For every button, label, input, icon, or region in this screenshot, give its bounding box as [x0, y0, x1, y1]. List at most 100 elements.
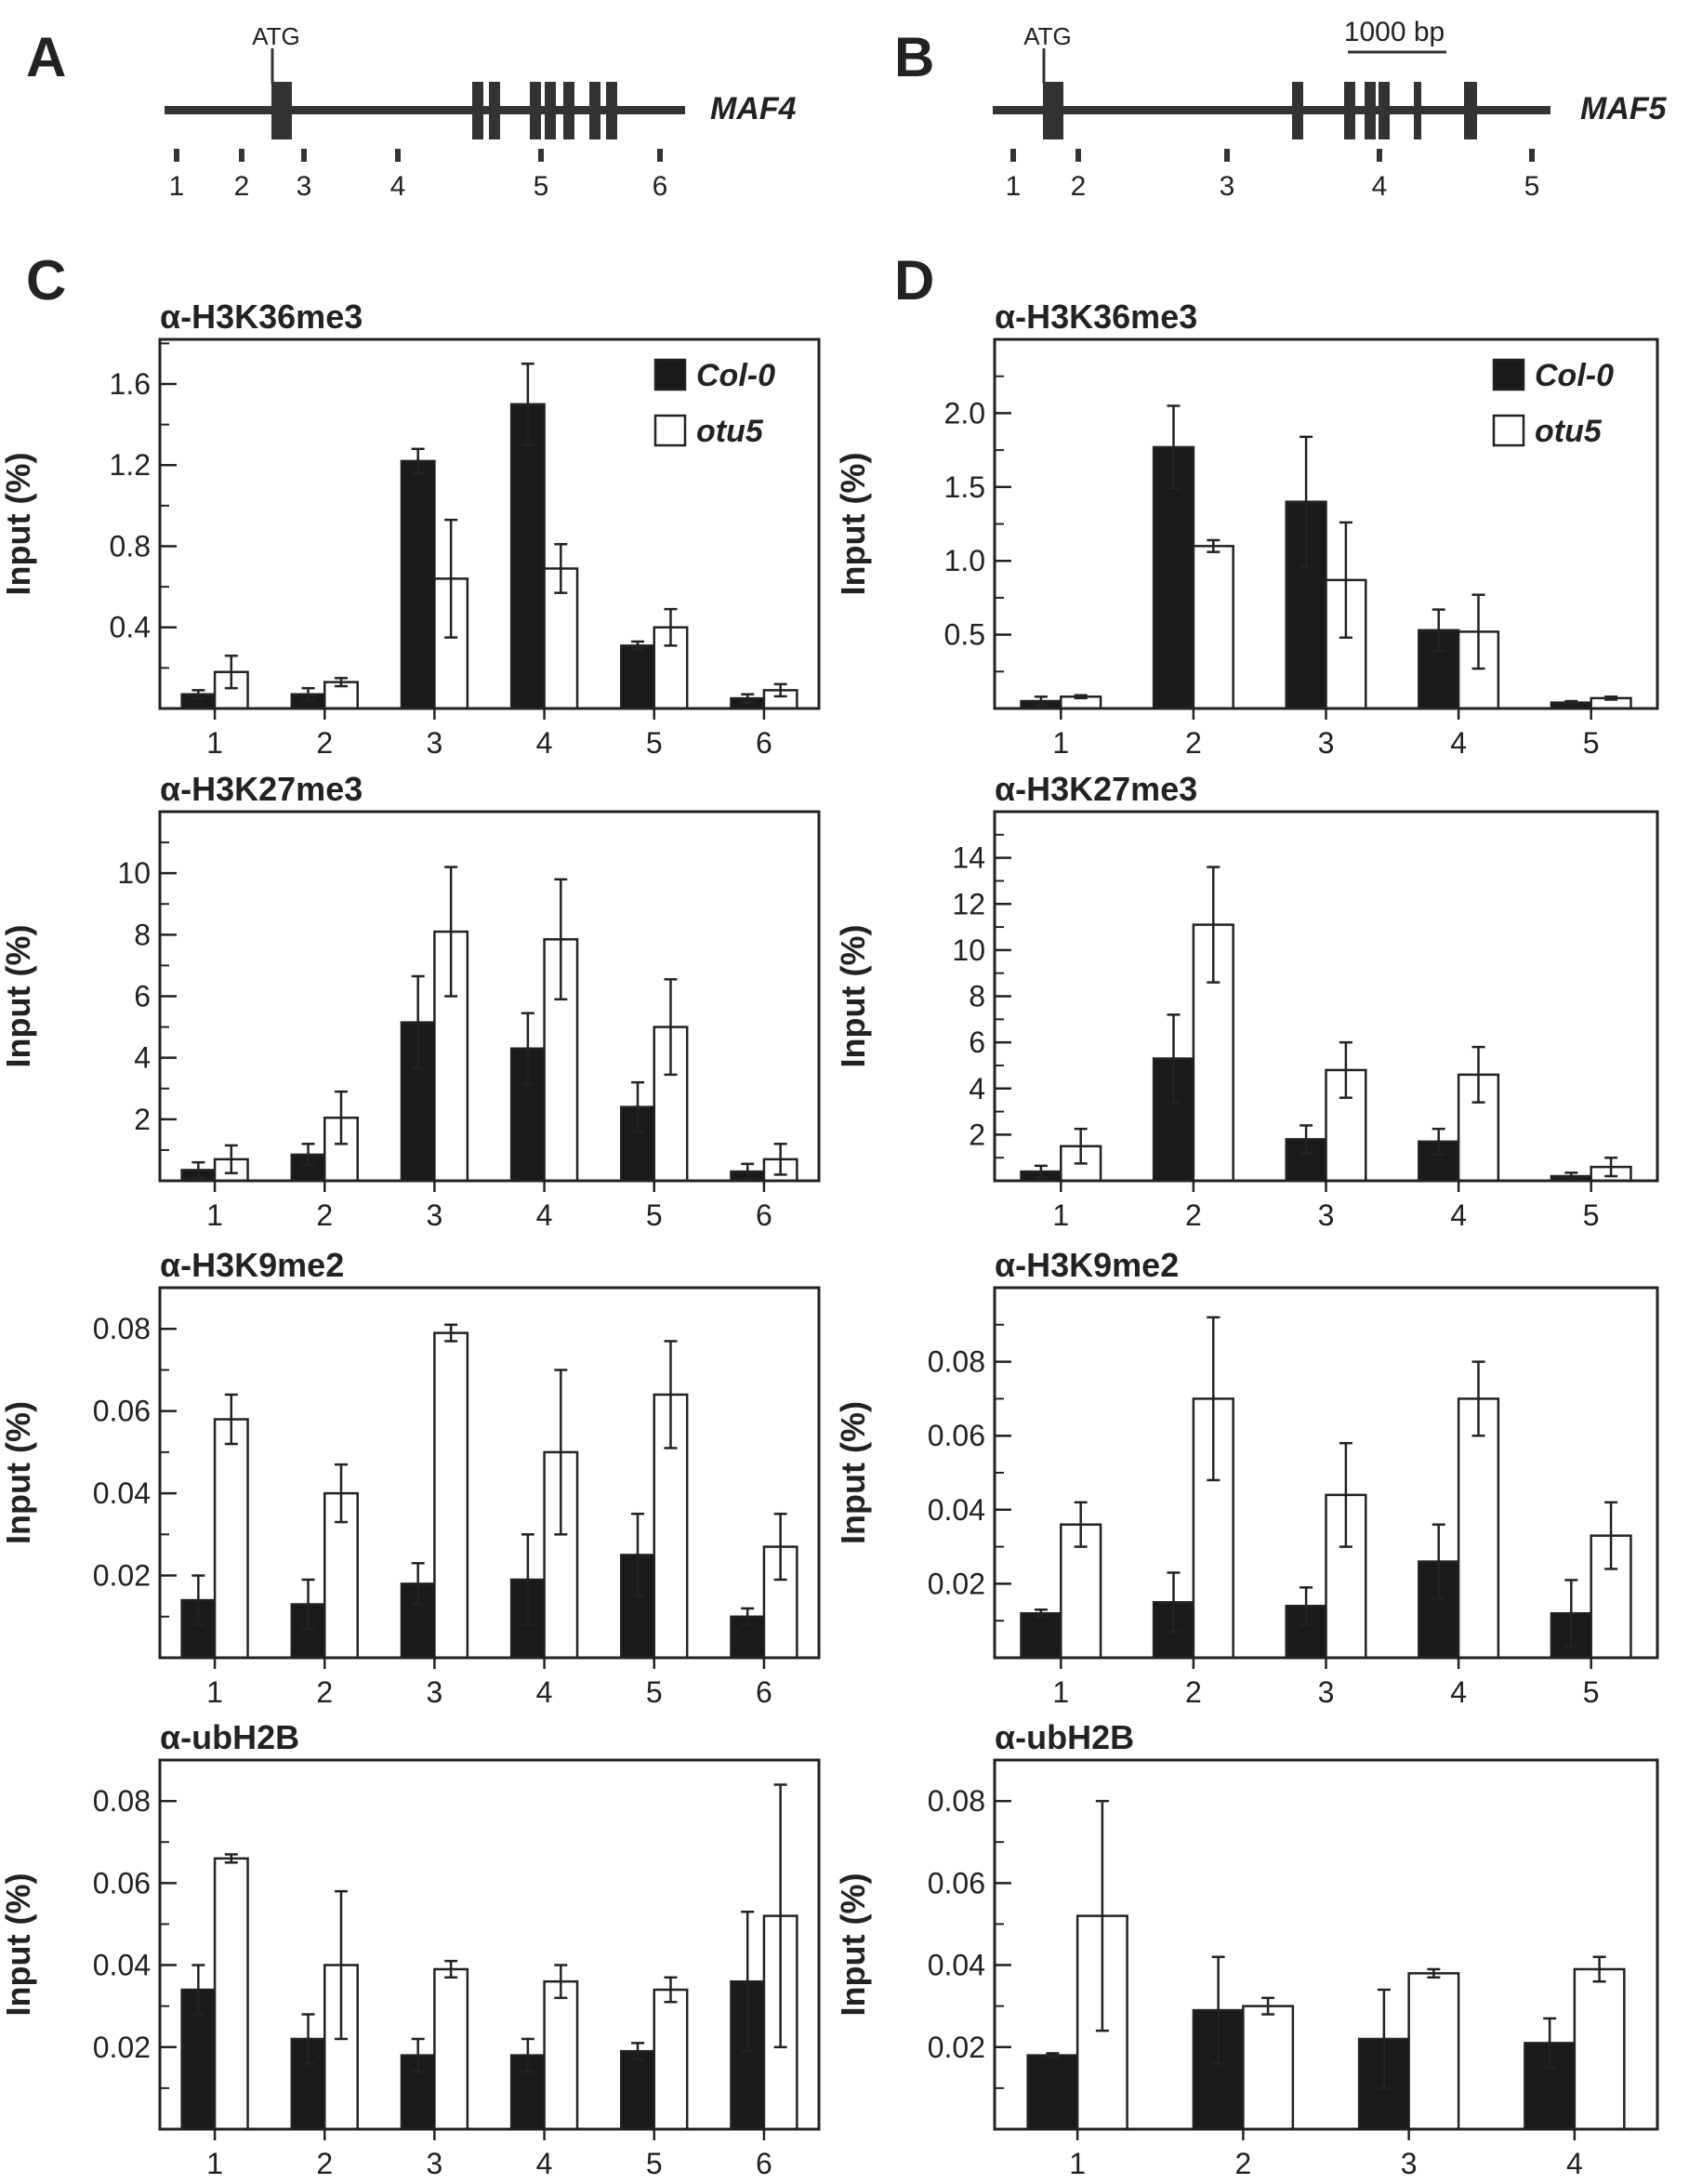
- x-tick-label: 2: [316, 1675, 333, 1709]
- gene-line: [165, 106, 685, 114]
- y-tick-label: 0.4: [110, 611, 151, 644]
- primer-site-label: 3: [1220, 171, 1235, 202]
- x-tick-label: 2: [1185, 1198, 1202, 1232]
- plot-frame: [158, 338, 821, 710]
- primer-site-label: 2: [1071, 171, 1087, 202]
- y-tick-label: 0.06: [93, 1395, 151, 1428]
- chart-d-h3k9me2: α-H3K9me2 Input (%) 0.02 0.04 0.06 0.08 1 2 3 4 5: [834, 1246, 1659, 1709]
- primer-site-mark: [1529, 149, 1535, 162]
- y-tick-label: 2.0: [944, 396, 985, 430]
- primer-site-mark: [1224, 149, 1230, 162]
- gene-diagram-maf4: ATG MAF4 1 2 3 4 5 6: [165, 22, 797, 202]
- x-tick-label: 4: [536, 2147, 553, 2180]
- chart-title: α-H3K27me3: [160, 770, 363, 808]
- chart-title: α-ubH2B: [995, 1718, 1134, 1756]
- primer-site-label: 6: [653, 171, 668, 202]
- x-tick-label: 4: [1450, 1675, 1467, 1709]
- x-tick-label: 5: [646, 726, 663, 760]
- gene-line: [993, 106, 1550, 114]
- x-tick-label: 3: [427, 1675, 443, 1709]
- chart-title: α-H3K27me3: [995, 770, 1197, 808]
- gene-name: MAF4: [710, 91, 797, 126]
- x-tick-label: 4: [536, 1675, 553, 1709]
- x-tick-label: 1: [1052, 1198, 1069, 1232]
- x-tick-label: 1: [1052, 726, 1069, 760]
- bar-otu5: [433, 1967, 469, 2131]
- y-tick-label: 1.6: [110, 367, 151, 401]
- legend-swatch-otu5: [1492, 414, 1525, 447]
- x-tick-label: 2: [1185, 726, 1202, 760]
- x-tick-label: 1: [206, 2147, 223, 2180]
- x-tick-label: 2: [316, 2147, 333, 2180]
- bar-col0: [400, 459, 436, 710]
- y-axis-label: Input (%): [0, 1873, 37, 2017]
- exon: [530, 82, 541, 139]
- y-tick-label: 0.04: [93, 1949, 151, 1982]
- x-tick-label: 1: [1052, 1675, 1069, 1709]
- exon: [1414, 82, 1421, 139]
- y-tick-label: 0.02: [928, 1567, 985, 1600]
- y-tick-label: 12: [952, 887, 985, 920]
- atg-label: ATG: [252, 22, 300, 50]
- y-tick-label: 0.08: [93, 1784, 151, 1818]
- x-tick-label: 3: [1401, 2147, 1418, 2180]
- y-tick-label: 0.08: [93, 1312, 151, 1345]
- primer-sites: 1 2 3 4 5 6: [169, 149, 668, 202]
- bar-otu5: [213, 1418, 249, 1660]
- atg-label: ATG: [1023, 22, 1072, 50]
- bar-col0: [1152, 445, 1195, 710]
- primer-site-label: 5: [534, 171, 549, 202]
- y-tick-label: 10: [952, 933, 985, 967]
- y-tick-label: 6: [969, 1026, 985, 1059]
- y-tick-label: 4: [134, 1041, 151, 1075]
- exon: [606, 82, 617, 139]
- x-tick-label: 6: [756, 1675, 772, 1709]
- y-tick-label: 0.06: [928, 1419, 985, 1452]
- x-tick-label: 3: [1318, 726, 1335, 760]
- primer-site-label: 5: [1524, 171, 1540, 202]
- plot-frame: [993, 1758, 1659, 2131]
- x-tick-label: 3: [1318, 1675, 1335, 1709]
- primer-site-mark: [239, 149, 244, 162]
- y-axis-label: Input (%): [834, 1401, 872, 1544]
- legend-label: otu5: [696, 414, 764, 449]
- y-tick-label: 0.06: [928, 1866, 985, 1899]
- x-tick-label: 1: [206, 1198, 223, 1232]
- exon: [472, 82, 483, 139]
- y-axis-label: Input (%): [834, 1873, 872, 2017]
- y-axis-label: Input (%): [0, 1401, 37, 1544]
- y-axis-label: Input (%): [834, 925, 872, 1068]
- bar-col0: [509, 403, 546, 710]
- plot-frame: [158, 1758, 821, 2131]
- exon: [489, 82, 500, 139]
- y-axis-label: Input (%): [0, 925, 37, 1068]
- bar-otu5: [543, 1979, 579, 2131]
- y-tick-label: 1.5: [944, 470, 985, 504]
- plot-frame: [993, 1286, 1659, 1660]
- x-tick-label: 2: [1234, 2147, 1251, 2180]
- x-tick-label: 5: [646, 1675, 663, 1709]
- legend-label: Col-0: [1535, 358, 1614, 393]
- y-tick-label: 0.08: [928, 1784, 985, 1818]
- chart-d-ubh2b: α-ubH2B Input (%) 0.02 0.04 0.06 0.08 1 2 3 4: [834, 1718, 1659, 2180]
- y-tick-label: 0.8: [110, 529, 151, 563]
- plot-frame: [993, 338, 1659, 710]
- x-tick-label: 3: [427, 1198, 443, 1232]
- chart-title: α-H3K36me3: [995, 298, 1197, 336]
- x-tick-label: 2: [1185, 1675, 1202, 1709]
- y-tick-label: 1.0: [944, 544, 985, 577]
- y-tick-label: 0.04: [928, 1949, 985, 1982]
- y-tick-label: 0.08: [928, 1345, 985, 1379]
- exon: [589, 82, 600, 139]
- primer-site-mark: [1010, 149, 1016, 162]
- legend-swatch-col0: [653, 358, 687, 391]
- x-tick-label: 6: [756, 726, 772, 760]
- exon: [1379, 82, 1390, 139]
- bar-otu5: [433, 1331, 469, 1660]
- x-tick-label: 2: [316, 726, 333, 760]
- primer-site-mark: [1377, 149, 1382, 162]
- primer-site-mark: [395, 149, 401, 162]
- bar-otu5: [1573, 1967, 1626, 2131]
- x-tick-label: 2: [316, 1198, 333, 1232]
